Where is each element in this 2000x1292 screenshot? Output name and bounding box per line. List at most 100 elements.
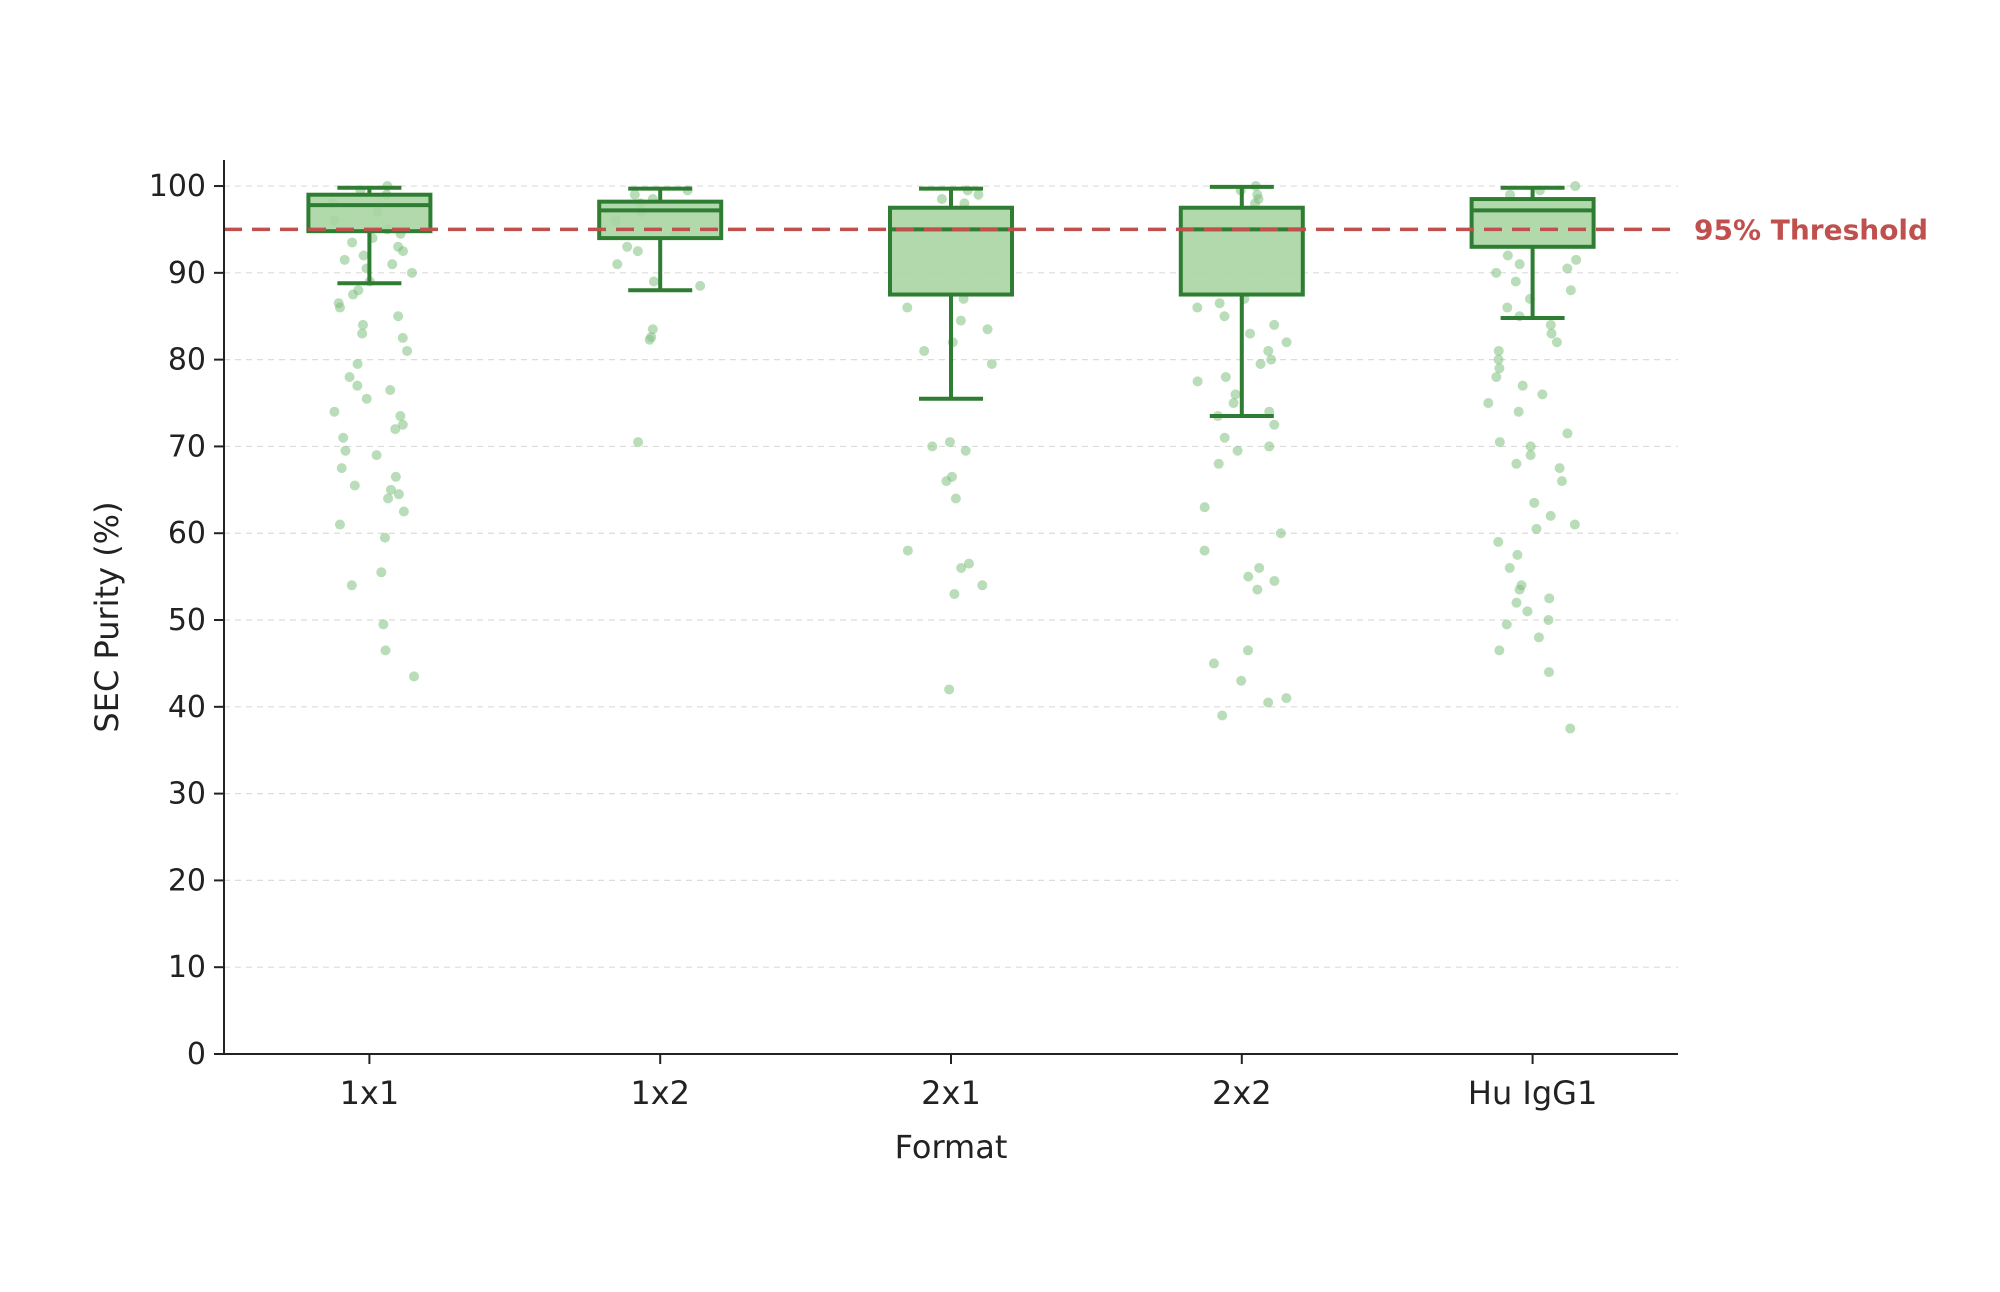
data-point — [1217, 710, 1228, 721]
data-point — [1501, 619, 1512, 630]
data-point — [1522, 606, 1533, 617]
data-point — [1551, 337, 1562, 348]
data-point — [379, 532, 390, 543]
box-iqr — [306, 192, 433, 234]
data-point — [1537, 389, 1548, 400]
data-point — [1525, 441, 1536, 452]
y-tick-label: 80 — [168, 343, 206, 378]
data-point — [1533, 632, 1544, 643]
data-point — [352, 358, 363, 369]
data-point — [395, 411, 406, 422]
data-point — [1232, 445, 1243, 456]
data-point — [347, 237, 358, 248]
data-point — [1192, 302, 1203, 313]
axes: 0 10 20 30 40 50 60 70 80 90 100 1x1 1x2 2x1 2x2 Hu IgG… — [149, 160, 1678, 1112]
data-point — [1529, 497, 1540, 508]
data-point — [1214, 298, 1225, 309]
data-point — [390, 471, 401, 482]
data-point — [902, 302, 913, 313]
data-point — [1494, 645, 1505, 656]
data-point — [1243, 645, 1254, 656]
data-point — [1199, 502, 1210, 513]
data-point — [1192, 376, 1203, 387]
threshold-label: 95% Threshold — [1694, 213, 1928, 246]
data-point — [340, 445, 351, 456]
data-point — [1511, 597, 1522, 608]
data-point — [973, 189, 984, 200]
data-point — [1219, 432, 1230, 443]
data-point — [1269, 419, 1280, 430]
y-tick-label: 100 — [149, 169, 206, 204]
data-point — [1510, 276, 1521, 287]
data-point — [629, 189, 640, 200]
data-point — [358, 250, 369, 261]
data-point — [1263, 697, 1274, 708]
data-point — [1513, 406, 1524, 417]
boxplots — [306, 184, 1596, 419]
y-tick-label: 50 — [168, 603, 206, 638]
y-tick-label: 60 — [168, 516, 206, 551]
data-point — [1504, 562, 1515, 573]
box-iqr — [888, 205, 1014, 297]
data-point — [1502, 302, 1513, 313]
box-iqr — [597, 199, 724, 241]
data-point — [346, 580, 357, 591]
data-point — [902, 545, 913, 556]
data-point — [1208, 658, 1219, 669]
y-axis-label: SEC Purity (%) — [88, 501, 126, 732]
data-point — [633, 437, 644, 448]
data-point — [1517, 380, 1528, 391]
data-point — [1228, 398, 1239, 409]
data-point — [956, 562, 967, 573]
data-point — [357, 319, 368, 330]
data-point — [949, 588, 960, 599]
box-iqr — [1178, 205, 1305, 297]
data-point — [1494, 437, 1505, 448]
data-point — [1562, 428, 1573, 439]
data-point — [1502, 250, 1513, 261]
data-point — [397, 332, 408, 343]
data-point — [1543, 667, 1554, 678]
data-point — [1565, 285, 1576, 296]
data-point — [1254, 562, 1265, 573]
data-point — [919, 345, 930, 356]
box-iqr — [1469, 197, 1596, 249]
y-tick-label: 90 — [168, 256, 206, 291]
data-point — [1554, 463, 1565, 474]
data-point — [385, 484, 396, 495]
data-point — [1252, 584, 1263, 595]
data-point — [353, 285, 364, 296]
data-point — [409, 671, 420, 682]
data-point — [1562, 263, 1573, 274]
data-point — [1570, 181, 1581, 192]
data-point — [334, 519, 345, 530]
data-point — [1236, 675, 1247, 686]
x-tick-label: 2x1 — [921, 1074, 981, 1112]
data-point — [695, 280, 706, 291]
data-point — [1556, 476, 1567, 487]
data-point — [390, 424, 401, 435]
data-point — [1264, 441, 1275, 452]
data-point — [1525, 450, 1536, 461]
data-point — [1255, 358, 1266, 369]
data-point — [1531, 523, 1542, 534]
data-point — [1571, 254, 1582, 265]
data-point — [1512, 549, 1523, 560]
data-point — [380, 645, 391, 656]
x-tick-label: Hu IgG1 — [1468, 1074, 1597, 1112]
data-point — [397, 419, 408, 430]
data-point — [1569, 519, 1580, 530]
data-point — [1269, 319, 1280, 330]
data-point — [1199, 545, 1210, 556]
data-point — [946, 471, 957, 482]
data-point — [1269, 575, 1280, 586]
data-point — [648, 276, 659, 287]
data-point — [393, 241, 404, 252]
data-point — [402, 345, 413, 356]
y-tick-label: 0 — [187, 1037, 206, 1072]
data-point — [339, 254, 350, 265]
data-point — [1243, 571, 1254, 582]
data-point — [376, 567, 387, 578]
x-tick-label: 2x2 — [1212, 1074, 1272, 1112]
